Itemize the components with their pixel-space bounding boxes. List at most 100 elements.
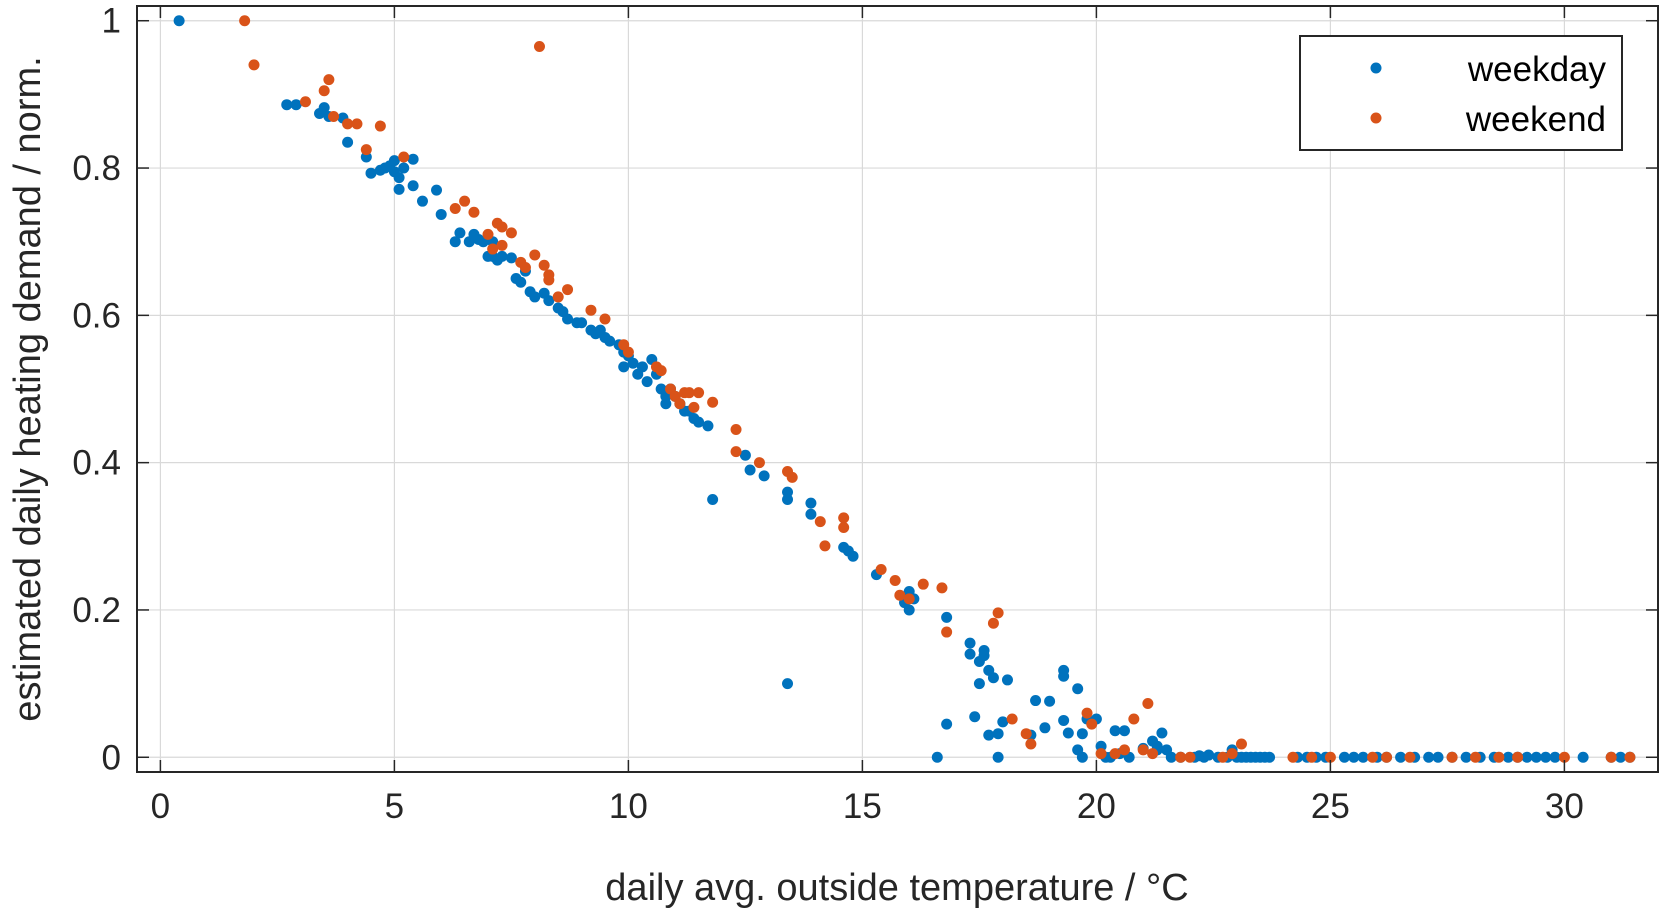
- data-point-weekday: [604, 335, 616, 347]
- data-point-weekend: [1147, 748, 1159, 760]
- data-point-weekend: [398, 151, 410, 163]
- data-point-weekday: [1432, 751, 1444, 763]
- x-tick-label: 20: [1077, 787, 1116, 826]
- data-point-weekend: [328, 110, 340, 122]
- data-point-weekday: [1549, 751, 1561, 763]
- data-point-weekend: [482, 228, 494, 240]
- data-point-weekend: [936, 582, 948, 594]
- data-point-weekend: [562, 284, 574, 296]
- data-point-weekend: [819, 540, 831, 552]
- data-point-weekday: [1395, 751, 1407, 763]
- data-point-weekend: [875, 563, 887, 575]
- data-point-weekday: [449, 236, 461, 248]
- x-axis-label: daily avg. outside temperature / °C: [605, 867, 1188, 909]
- points-layer: [173, 15, 1636, 763]
- data-point-weekend: [622, 346, 634, 358]
- data-point-weekday: [702, 420, 714, 432]
- data-point-weekday: [496, 250, 508, 262]
- data-point-weekend: [1512, 751, 1524, 763]
- data-point-weekday: [1030, 695, 1042, 707]
- data-point-weekend: [1128, 713, 1140, 725]
- data-point-weekday: [1076, 751, 1088, 763]
- data-point-weekday: [1058, 714, 1070, 726]
- data-point-weekday: [393, 183, 405, 195]
- data-point-weekend: [1624, 751, 1636, 763]
- data-point-weekday: [281, 99, 293, 111]
- data-point-weekday: [1540, 751, 1552, 763]
- data-point-weekend: [674, 398, 686, 410]
- data-point-weekend: [838, 512, 850, 524]
- data-point-weekend: [889, 575, 901, 586]
- legend-box: [1299, 35, 1623, 151]
- x-tick-label: 15: [843, 787, 882, 826]
- data-point-weekend: [496, 239, 508, 251]
- data-point-weekend: [533, 41, 545, 53]
- data-point-weekday: [1502, 751, 1514, 763]
- x-tick-label: 25: [1311, 787, 1350, 826]
- data-point-weekend: [1446, 751, 1458, 763]
- data-point-weekday: [431, 184, 443, 196]
- data-point-weekend: [239, 15, 251, 27]
- data-point-weekend: [1367, 751, 1379, 763]
- data-point-weekend: [1404, 751, 1416, 763]
- data-point-weekday: [1109, 725, 1121, 737]
- data-point-weekend: [786, 471, 798, 483]
- y-tick-label: 0.2: [72, 591, 121, 630]
- data-point-weekday: [1118, 725, 1130, 737]
- y-tick-label: 0: [102, 738, 121, 777]
- data-point-weekday: [978, 650, 990, 662]
- data-point-weekend: [693, 387, 705, 399]
- data-point-weekend: [1118, 744, 1130, 756]
- data-point-weekday: [398, 162, 410, 174]
- data-point-weekend: [599, 313, 611, 325]
- data-point-weekend: [585, 304, 597, 316]
- data-point-weekend: [248, 59, 260, 71]
- data-point-weekday: [941, 611, 953, 623]
- data-point-weekday: [562, 313, 574, 325]
- data-point-weekday: [1058, 670, 1070, 682]
- data-point-weekend: [505, 227, 517, 239]
- data-point-weekday: [1357, 751, 1369, 763]
- data-point-weekday: [365, 167, 377, 179]
- data-point-weekend: [941, 626, 953, 638]
- data-point-weekend: [1469, 751, 1481, 763]
- data-point-weekday: [964, 637, 976, 649]
- data-point-weekday: [1577, 751, 1589, 763]
- data-point-weekend: [487, 243, 499, 255]
- data-point-weekday: [1156, 727, 1168, 739]
- y-tick-label: 0.6: [72, 296, 121, 335]
- data-point-weekend: [1025, 738, 1037, 750]
- data-point-weekend: [987, 617, 999, 629]
- data-point-weekday: [543, 295, 555, 307]
- data-point-weekday: [618, 361, 630, 373]
- data-point-weekday: [416, 195, 428, 207]
- data-point-weekend: [1006, 713, 1018, 725]
- data-point-weekend: [1558, 751, 1570, 763]
- data-point-weekday: [964, 648, 976, 660]
- data-point-weekday: [290, 99, 302, 111]
- legend-marker-weekend: [1370, 112, 1382, 124]
- data-point-weekday: [636, 361, 648, 373]
- data-point-weekday: [992, 751, 1004, 763]
- data-point-weekday: [1044, 695, 1056, 707]
- data-point-weekend: [917, 578, 929, 590]
- data-point-weekday: [1338, 751, 1350, 763]
- data-point-weekend: [529, 249, 541, 261]
- data-point-weekday: [1001, 674, 1013, 686]
- data-point-weekday: [739, 449, 751, 461]
- data-point-weekend: [318, 85, 330, 97]
- data-point-weekend: [992, 607, 1004, 619]
- data-point-weekend: [1605, 751, 1617, 763]
- data-point-weekday: [931, 751, 943, 763]
- data-point-weekend: [459, 195, 471, 207]
- ticks-layer: 0 5 10 15 20 25 30 0 0.2 0.4 0.6 0.8 1: [72, 2, 1658, 826]
- data-point-weekday: [782, 678, 794, 690]
- data-point-weekend: [1217, 751, 1229, 763]
- data-point-weekday: [454, 227, 466, 239]
- data-point-weekday: [973, 678, 985, 690]
- data-point-weekday: [173, 15, 185, 27]
- x-tick-label: 5: [385, 787, 404, 826]
- data-point-weekday: [758, 470, 770, 482]
- data-point-weekend: [903, 593, 915, 605]
